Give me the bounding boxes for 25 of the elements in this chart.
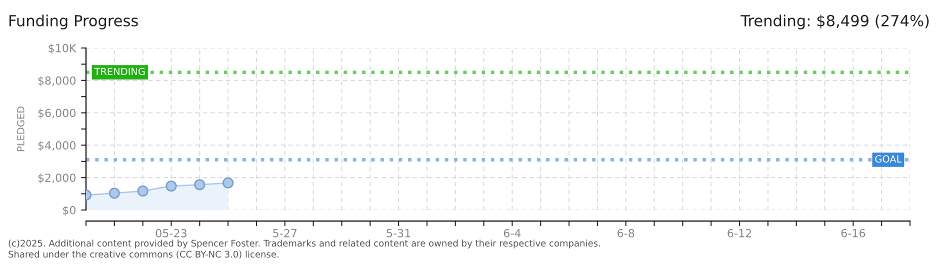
text: Shared under the creative commons (CC BY-NC 3.0) license. [8,250,278,259]
x-tick-label: 6-4 [504,228,521,238]
y-tick-label: $0 [63,206,76,216]
y-tick-label: $2,000 [38,173,76,184]
point [137,185,148,197]
point [222,177,234,188]
x-tick-label: 5-31 [386,228,410,238]
x-tick-label: 05-23 [156,228,186,238]
y-tick-label: $6,000 [38,108,76,119]
chart-subtitle: Trending: $8,499 (274%) [740,14,929,30]
x-tick-label: 6-8 [618,228,634,238]
point [108,188,120,199]
x-tick-label: 6-12 [728,228,752,238]
y-tick-label: $8,000 [38,76,76,86]
point [166,180,177,192]
x-tick-label: 6-16 [841,228,866,238]
ref-line-label: GOAL [875,155,902,163]
point [194,179,206,190]
y-tick-label: $4,000 [38,140,76,152]
chart-title: Funding Progress [10,14,138,30]
text: (c)2025. Additional content provided by Spencer Foster. Trademarks and related content are owned by their respective companies. [8,240,600,248]
x-tick-label: 5-27 [273,228,297,238]
ref-line-label: TRENDING [94,68,145,76]
y-axis-title: PLEDGED [17,106,24,152]
y-tick-label: $10K [48,44,77,54]
